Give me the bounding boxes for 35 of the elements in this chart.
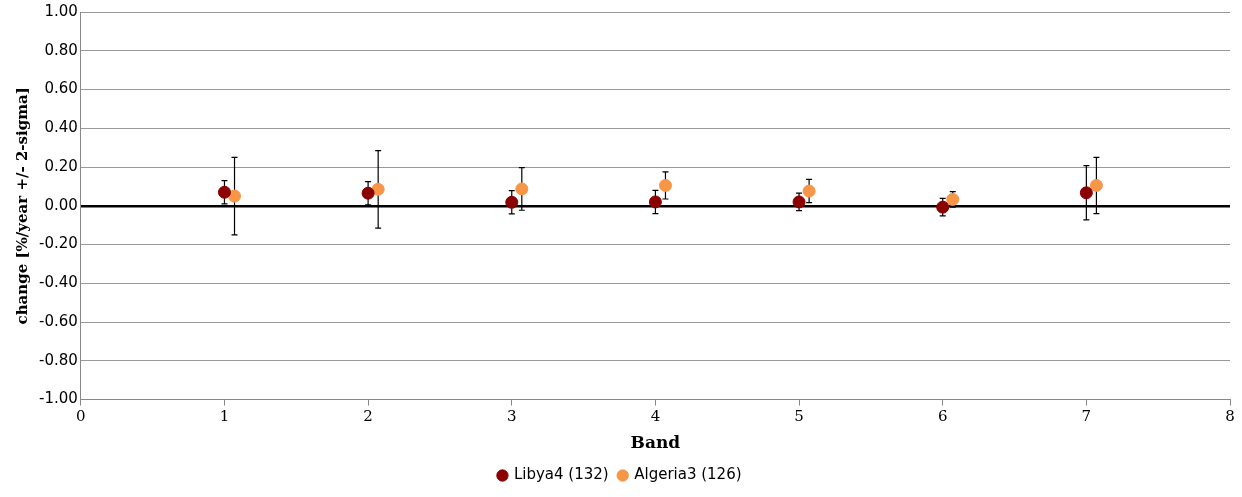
y-tick-label: 0.00: [44, 195, 78, 214]
point: [802, 184, 816, 198]
y-tick-label: 0.40: [44, 118, 78, 137]
y-axis-title: change [%/year +/- 2-sigma]: [12, 87, 31, 325]
point: [1079, 186, 1093, 200]
x-tick-label: 7: [1081, 407, 1092, 426]
y-tick-label: -0.40: [39, 273, 78, 292]
point: [658, 178, 672, 192]
legend-label: Libya4 (132): [513, 465, 609, 484]
point: [648, 195, 662, 209]
x-tick-label: 0: [76, 407, 86, 426]
point: [361, 186, 375, 200]
y-tick-label: 1.00: [44, 1, 78, 20]
point: [228, 189, 242, 203]
y-tick-label: -0.20: [39, 234, 78, 253]
x-tick-label: 2: [363, 407, 373, 426]
x-tick-label: 6: [937, 407, 948, 426]
x-tick-label: 4: [650, 407, 661, 426]
y-tick-label: -1.00: [39, 389, 78, 408]
point: [371, 182, 385, 196]
x-tick-label: 1: [219, 407, 230, 426]
point: [1089, 178, 1103, 192]
point: [515, 182, 529, 196]
y-tick-label: 0.20: [44, 156, 78, 175]
y-tick-label: -0.60: [39, 311, 78, 330]
point: [505, 195, 519, 209]
y-tick-label: 0.60: [44, 79, 78, 98]
x-tick-label: 8: [1225, 407, 1235, 426]
x-axis-title: Band: [630, 432, 681, 453]
x-tick-label: 3: [506, 407, 517, 426]
y-tick-label: -0.80: [39, 350, 78, 369]
point: [217, 185, 231, 199]
legend-label: Algeria3 (126): [634, 465, 742, 484]
x-tick-label: 5: [794, 407, 804, 426]
y-tick-label: 0.80: [44, 40, 78, 59]
